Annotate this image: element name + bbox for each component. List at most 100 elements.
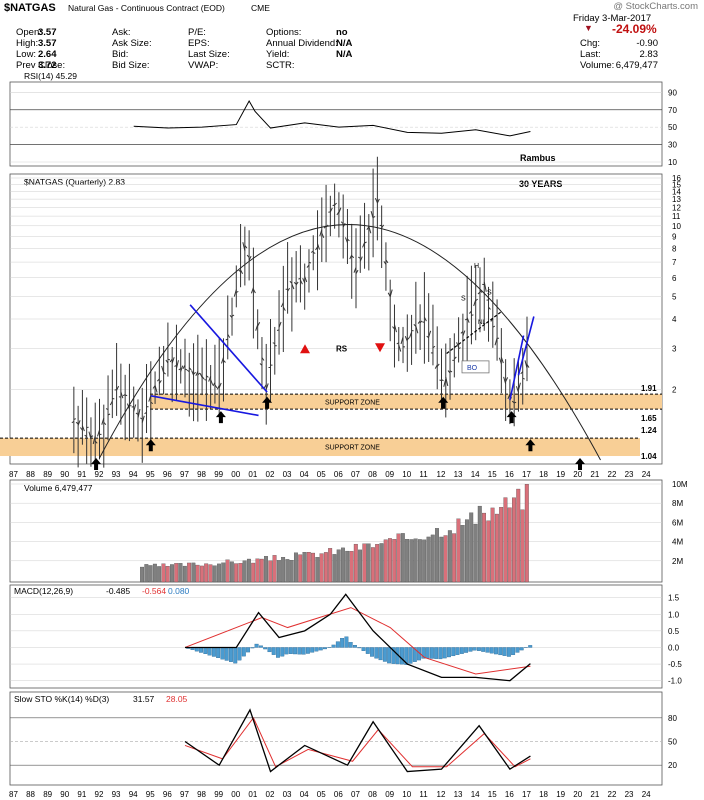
volume-bar bbox=[512, 497, 516, 583]
price-bar-tick bbox=[490, 318, 494, 322]
trendline bbox=[189, 304, 268, 393]
price-bar-tick bbox=[368, 226, 372, 234]
volume-bar bbox=[341, 547, 345, 583]
year-tick-label: 21 bbox=[590, 470, 599, 479]
volume-bar bbox=[319, 553, 324, 583]
price-bar-tick bbox=[242, 242, 246, 251]
volume-bar bbox=[255, 558, 260, 583]
volume-bar bbox=[469, 512, 474, 583]
price-bar-tick bbox=[133, 404, 137, 412]
stochastic-panel bbox=[9, 691, 663, 786]
price-bar-tick bbox=[156, 378, 160, 382]
volume-bar bbox=[426, 536, 431, 583]
pct-change: -24.09% bbox=[612, 22, 657, 36]
year-tick-label: 05 bbox=[317, 790, 326, 799]
price-bar-tick bbox=[464, 318, 468, 321]
price-bar-tick bbox=[498, 357, 502, 364]
price-bar-tick bbox=[77, 420, 81, 426]
macd-hist-bar bbox=[370, 647, 374, 657]
macd-hist-bar bbox=[224, 647, 229, 661]
price-bar-tick bbox=[116, 385, 120, 391]
price-bar-tick bbox=[169, 358, 173, 363]
year-tick-label: 20 bbox=[573, 790, 582, 799]
price-bar-tick bbox=[507, 393, 511, 400]
quote-label: SCTR: bbox=[266, 60, 295, 71]
volume-bar bbox=[221, 562, 226, 583]
price-bar-tick bbox=[344, 237, 348, 243]
macd-hist-bar bbox=[515, 647, 520, 653]
macd-hist-bar bbox=[344, 636, 349, 648]
volume-bar bbox=[379, 543, 384, 583]
price-bar-tick bbox=[319, 229, 323, 237]
year-tick-label: 06 bbox=[334, 470, 343, 479]
year-tick-label: 87 bbox=[9, 790, 18, 799]
year-tick-label: 95 bbox=[146, 470, 155, 479]
price-bar-tick bbox=[306, 264, 310, 268]
price-bar-tick bbox=[500, 357, 504, 364]
year-tick-label: 93 bbox=[112, 470, 121, 479]
volume-bar bbox=[246, 558, 251, 583]
macd-hist-bar bbox=[297, 647, 302, 655]
price-bar-tick bbox=[393, 324, 397, 333]
volume-bar bbox=[229, 561, 234, 583]
volume-bar bbox=[503, 497, 508, 583]
macd-hist-bar bbox=[425, 647, 430, 659]
quote-label: Low: bbox=[16, 49, 37, 60]
macd-hist-bar bbox=[305, 647, 310, 654]
trendline bbox=[517, 316, 535, 376]
year-tick-label: 04 bbox=[300, 790, 309, 799]
volume-bar bbox=[285, 559, 290, 583]
volume-bar bbox=[464, 519, 469, 583]
quote-label: Ask Size: bbox=[112, 38, 152, 49]
up-arrow-icon bbox=[91, 458, 102, 471]
exchange: CME bbox=[251, 3, 270, 13]
price-bar-tick bbox=[216, 385, 220, 390]
macd-hist-bar bbox=[357, 647, 362, 649]
price-bar-tick bbox=[517, 382, 521, 391]
price-bar-tick bbox=[71, 420, 75, 424]
volume-bar bbox=[212, 565, 217, 583]
rsi-tick-label: 30 bbox=[668, 141, 677, 150]
price-bar-tick bbox=[524, 360, 528, 369]
year-tick-label: 11 bbox=[419, 470, 428, 479]
price-bar-tick bbox=[218, 382, 222, 388]
volume-bar bbox=[516, 488, 521, 583]
year-tick-label: 15 bbox=[488, 470, 497, 479]
price-bar-tick bbox=[460, 331, 464, 334]
price-bar-tick bbox=[289, 280, 293, 284]
price-bar-tick bbox=[191, 370, 195, 376]
price-bar-tick bbox=[124, 394, 128, 397]
macd-hist-bar bbox=[451, 647, 456, 657]
trendline bbox=[150, 395, 259, 417]
quote-value: 3.57 bbox=[38, 27, 57, 38]
macd-hist-bar bbox=[365, 647, 370, 654]
volume-bar bbox=[298, 554, 303, 583]
price-bar-tick bbox=[257, 322, 261, 327]
volume-bar bbox=[332, 554, 337, 583]
volume-bar bbox=[178, 563, 183, 583]
year-tick-label: 89 bbox=[43, 470, 52, 479]
price-bar-tick bbox=[477, 291, 481, 295]
price-bar-tick bbox=[385, 259, 389, 264]
rsi-tick-label: 10 bbox=[668, 158, 677, 167]
volume-bar bbox=[191, 562, 196, 583]
price-bar-tick bbox=[473, 299, 477, 307]
macd-tick-label: -1.0 bbox=[668, 677, 682, 686]
quote-label: Bid: bbox=[112, 49, 129, 60]
price-bar-tick bbox=[483, 281, 487, 292]
year-tick-label: 91 bbox=[77, 790, 86, 799]
date: Friday 3-Mar-2017 bbox=[573, 13, 652, 24]
macd-hist-bar bbox=[237, 647, 242, 661]
year-tick-label: 21 bbox=[590, 790, 599, 799]
macd-hist-value: 0.080 bbox=[168, 586, 190, 596]
price-bar-tick bbox=[158, 380, 162, 384]
quote-label: EPS: bbox=[188, 38, 210, 49]
macd-hist-bar bbox=[494, 647, 498, 655]
year-tick-label: 04 bbox=[300, 470, 309, 479]
rsi-tick-label: 90 bbox=[668, 88, 677, 97]
quote-value: 2.83 bbox=[639, 49, 659, 60]
volume-bar bbox=[225, 559, 230, 583]
price-bar-tick bbox=[105, 408, 109, 411]
price-bar-tick bbox=[182, 364, 186, 370]
rsi-line bbox=[133, 100, 531, 137]
